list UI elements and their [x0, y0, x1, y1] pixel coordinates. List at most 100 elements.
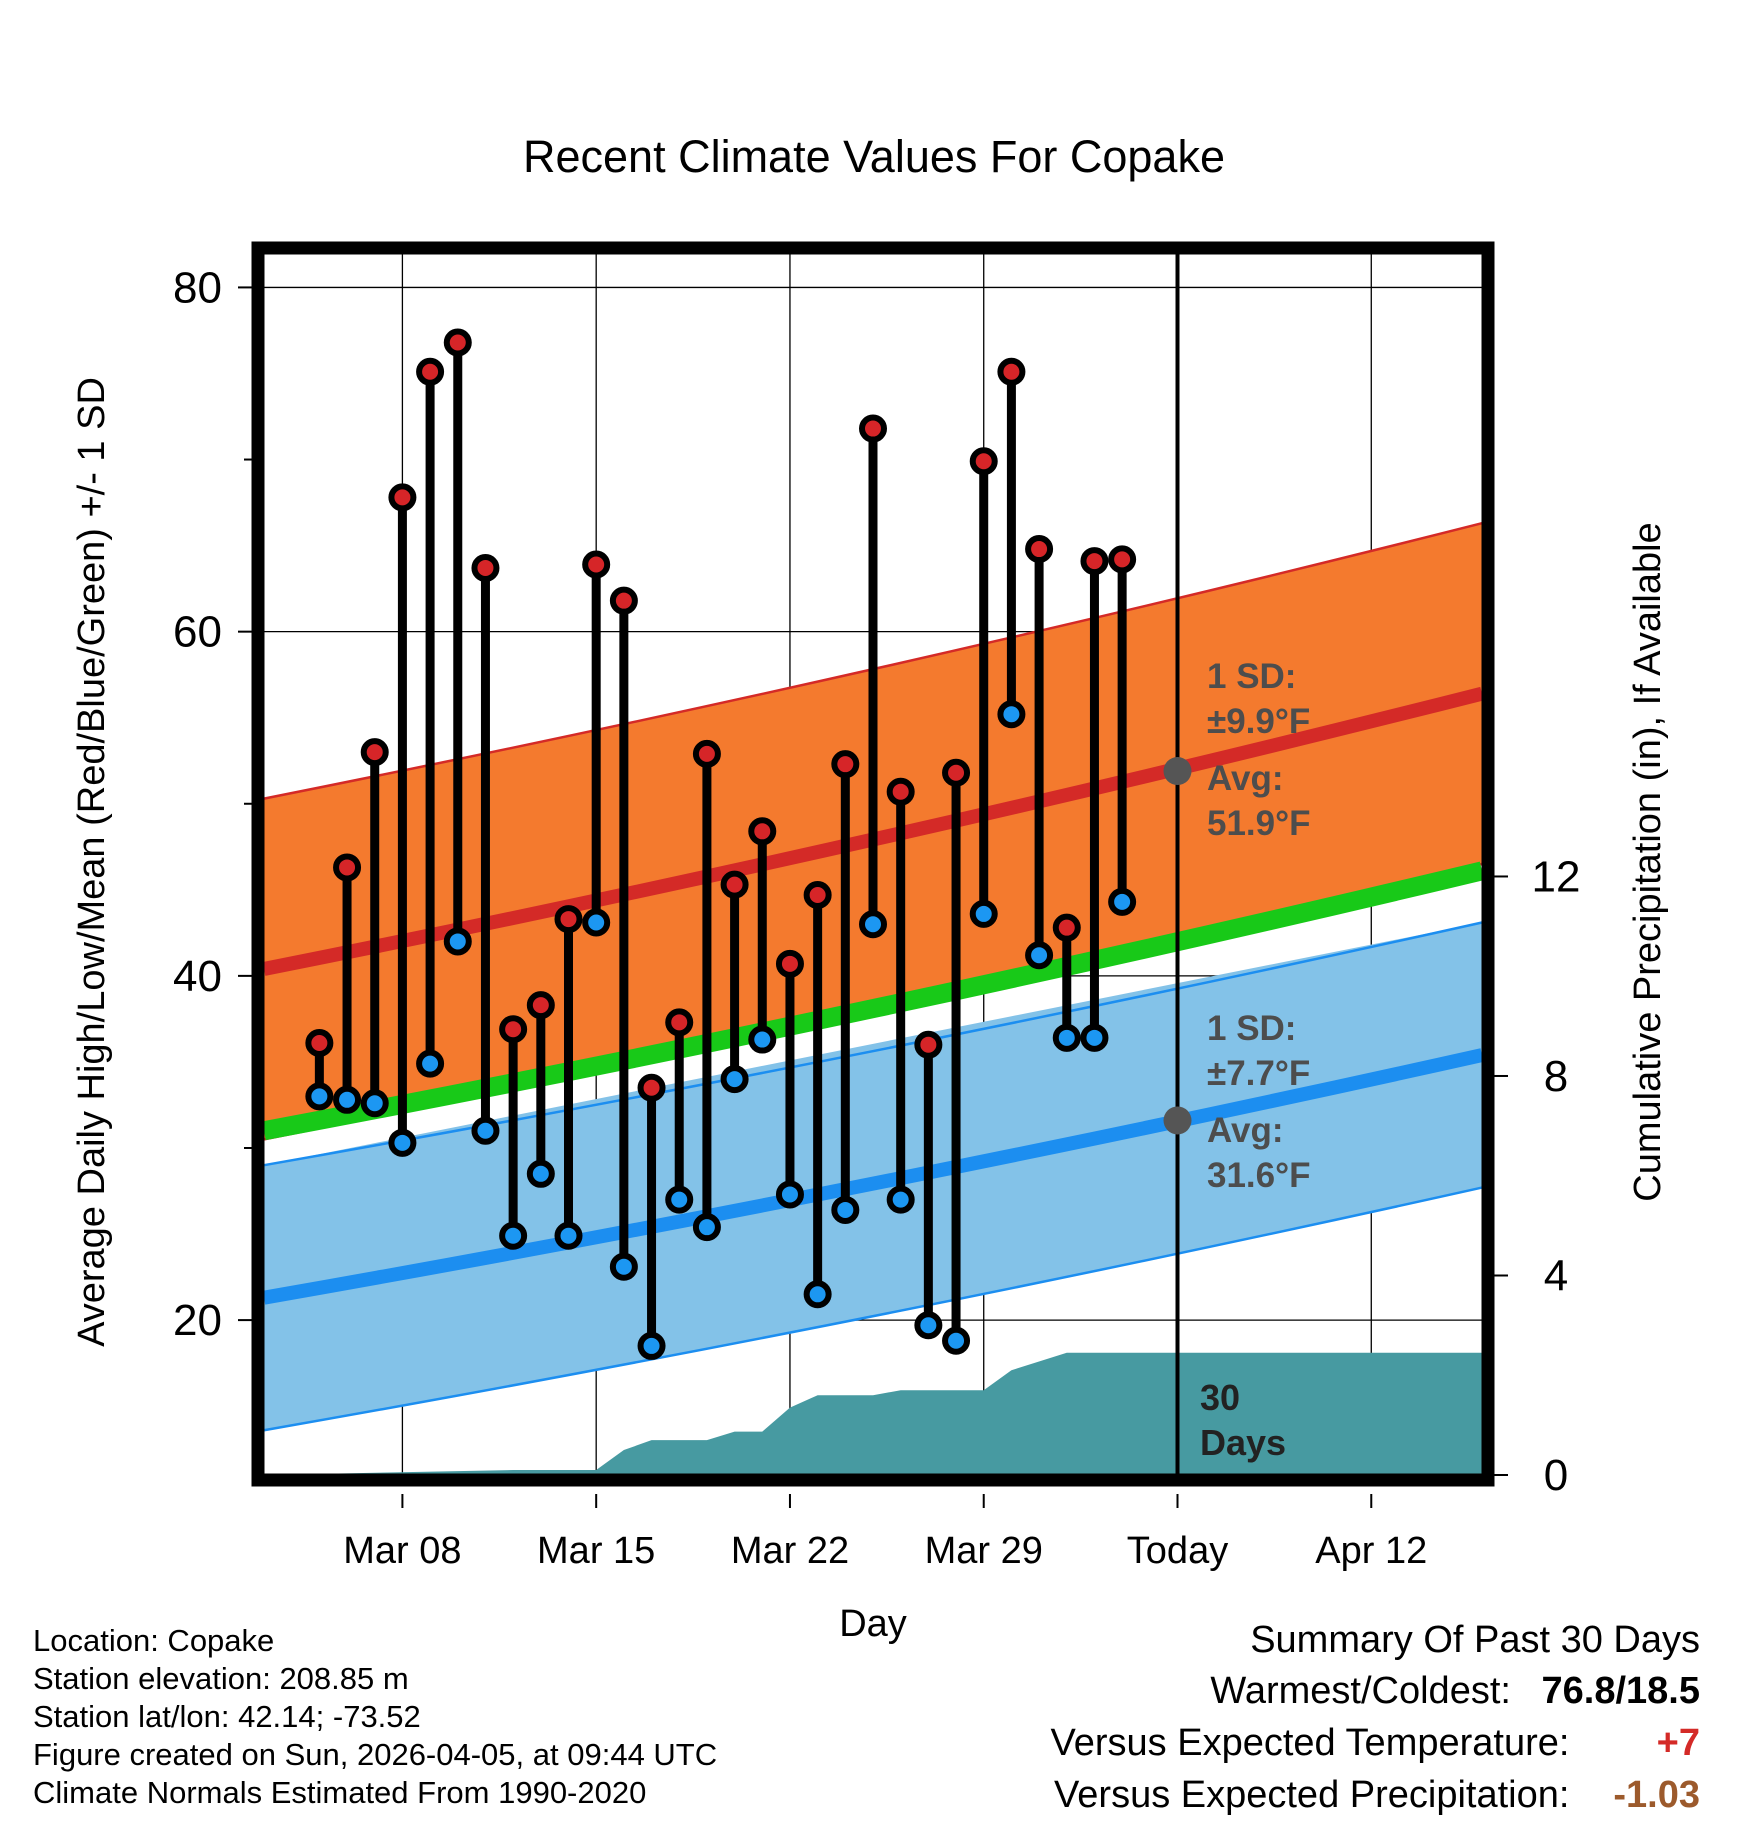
daily-low-dot-9 — [554, 1221, 583, 1250]
daily-low-dot-22 — [914, 1311, 943, 1340]
daily-stems — [314, 337, 1127, 1351]
summary-warmest-value: 76.8/18.5 — [1541, 1670, 1700, 1712]
x-tick-label-mar-22: Mar 22 — [731, 1530, 849, 1572]
x-axis-label: Day — [839, 1603, 907, 1645]
normal-low-lower-edge — [263, 1186, 1483, 1432]
summary-temp-label: Versus Expected Temperature: — [1050, 1722, 1570, 1764]
info-normals: Climate Normals Estimated From 1990-2020 — [33, 1775, 647, 1810]
y-tick-label-60: 60 — [173, 608, 222, 657]
daily-high-dot-12 — [637, 1073, 666, 1102]
daily-high-dot-0 — [305, 1028, 334, 1057]
daily-high-dot-24 — [969, 447, 998, 476]
info-location: Location: Copake — [33, 1623, 275, 1658]
summary-temp-row: Versus Expected Temperature: +7 — [1051, 1717, 1700, 1769]
summary-precip-value: -1.03 — [1613, 1774, 1700, 1816]
daily-low-dot-12 — [637, 1331, 666, 1360]
daily-high-dot-27 — [1052, 913, 1081, 942]
plot-area — [263, 253, 1483, 1475]
daily-high-dot-5 — [443, 328, 472, 357]
daily-high-dot-13 — [665, 1008, 694, 1037]
y-tick-label-40: 40 — [173, 952, 222, 1001]
daily-high-dot-4 — [416, 357, 445, 386]
daily-high-dot-8 — [526, 991, 555, 1020]
daily-low-dot-27 — [1052, 1023, 1081, 1052]
daily-low-dot-19 — [831, 1195, 860, 1224]
low-sd-value: ±7.7°F — [1207, 1054, 1310, 1093]
daily-low-dot-5 — [443, 927, 472, 956]
daily-high-dot-17 — [775, 949, 804, 978]
today-high-avg-marker — [1163, 757, 1192, 786]
precip-label-line-1: 30 — [1200, 1377, 1240, 1418]
daily-high-dot-26 — [1025, 535, 1054, 564]
normal-low-line — [263, 1048, 1483, 1305]
daily-low-dot-15 — [720, 1065, 749, 1094]
daily-high-dot-23 — [942, 758, 971, 787]
daily-low-dot-2 — [360, 1089, 389, 1118]
summary-precip-label: Versus Expected Precipitation: — [1054, 1774, 1570, 1816]
high-avg-title: Avg: — [1207, 759, 1283, 798]
daily-low-dot-0 — [305, 1082, 334, 1111]
y-tick-label-80: 80 — [173, 263, 222, 312]
daily-high-dot-25 — [997, 357, 1026, 386]
summary-temp-value: +7 — [1656, 1722, 1700, 1764]
daily-low-dot-23 — [942, 1326, 971, 1355]
daily-high-dot-29 — [1108, 545, 1137, 574]
daily-low-dot-26 — [1025, 941, 1054, 970]
daily-low-dot-7 — [499, 1221, 528, 1250]
daily-low-dot-6 — [471, 1116, 500, 1145]
y-axis-label: Average Daily High/Low/Mean (Red/Blue/Gr… — [71, 377, 113, 1347]
daily-high-dot-16 — [748, 817, 777, 846]
station-info: Location: Copake Station elevation: 208.… — [33, 1622, 717, 1812]
daily-low-dot-17 — [775, 1180, 804, 1209]
high-sd-value: ±9.9°F — [1207, 702, 1310, 741]
high-avg-value: 51.9°F — [1207, 804, 1311, 843]
plot-frame — [251, 241, 1495, 1487]
daily-dots — [305, 328, 1137, 1360]
daily-high-dot-7 — [499, 1015, 528, 1044]
y2-tick-label-0: 0 — [1544, 1451, 1568, 1500]
daily-low-dot-21 — [886, 1185, 915, 1214]
low-avg-title: Avg: — [1207, 1111, 1283, 1150]
precip-label-line-2: Days — [1200, 1422, 1286, 1463]
daily-low-dot-24 — [969, 899, 998, 928]
daily-low-dot-14 — [692, 1213, 721, 1242]
daily-low-dot-25 — [997, 700, 1026, 729]
daily-high-dot-22 — [914, 1030, 943, 1059]
info-created: Figure created on Sun, 2026-04-05, at 09… — [33, 1737, 718, 1772]
summary-title: Summary Of Past 30 Days — [1250, 1619, 1700, 1661]
chart-title: Recent Climate Values For Copake — [523, 131, 1225, 182]
today-low-avg-marker — [1163, 1106, 1192, 1135]
daily-high-dot-1 — [333, 853, 362, 882]
daily-low-dot-3 — [388, 1128, 417, 1157]
daily-low-dot-20 — [859, 910, 887, 939]
daily-high-dot-10 — [582, 550, 611, 579]
daily-high-dot-28 — [1080, 547, 1109, 576]
daily-high-dot-15 — [720, 870, 749, 899]
daily-high-dot-19 — [831, 750, 860, 779]
y-tick-label-20: 20 — [173, 1296, 222, 1345]
normal-mean-line — [263, 861, 1483, 1141]
normal-labels: 1 SD: ±9.9°F Avg: 51.9°F 1 SD: ±7.7°F Av… — [1200, 657, 1311, 1463]
daily-low-dot-16 — [748, 1025, 777, 1054]
low-avg-value: 31.6°F — [1207, 1156, 1311, 1195]
daily-high-dot-14 — [692, 739, 721, 768]
daily-low-dot-11 — [609, 1252, 638, 1281]
daily-low-dot-28 — [1080, 1023, 1109, 1052]
summary-block: Summary Of Past 30 Days Warmest/Coldest:… — [1051, 1615, 1700, 1821]
x-tick-label-today: Today — [1127, 1530, 1228, 1572]
x-tick-label-apr-12: Apr 12 — [1315, 1530, 1427, 1572]
daily-high-dot-9 — [554, 905, 583, 934]
daily-high-dot-2 — [360, 738, 389, 767]
daily-high-dot-6 — [471, 553, 500, 582]
daily-high-dot-18 — [803, 880, 832, 909]
summary-warmest-row: Warmest/Coldest: 76.8/18.5 — [1051, 1665, 1700, 1717]
daily-low-dot-1 — [333, 1085, 362, 1114]
daily-high-dot-11 — [609, 586, 638, 615]
daily-low-dot-8 — [526, 1159, 555, 1188]
daily-low-dot-29 — [1108, 887, 1137, 916]
summary-warmest-label: Warmest/Coldest: — [1210, 1670, 1511, 1712]
daily-low-dot-4 — [416, 1049, 445, 1078]
daily-low-dot-10 — [582, 908, 611, 937]
y2-tick-label-8: 8 — [1544, 1052, 1568, 1101]
info-latlon: Station lat/lon: 42.14; -73.52 — [33, 1699, 421, 1734]
